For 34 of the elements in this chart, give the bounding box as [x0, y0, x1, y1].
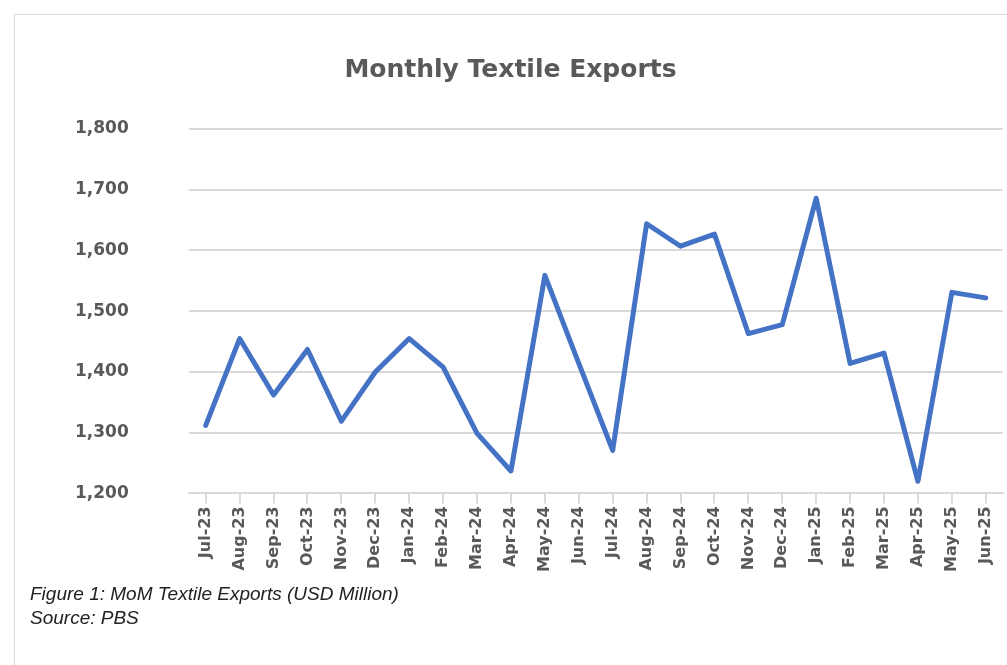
x-tick-label: May-25 [941, 506, 960, 572]
x-tick-label: Jul-23 [194, 506, 214, 560]
x-tick-label: Oct-24 [703, 506, 723, 567]
y-tick-label: 1,200 [74, 481, 129, 502]
y-tick-label: 1,800 [74, 117, 129, 138]
x-tick-label: Nov-24 [737, 506, 757, 571]
x-tick-label: Feb-24 [432, 506, 452, 568]
x-tick-label: Aug-24 [635, 506, 655, 571]
x-tick-label: Apr-25 [907, 506, 927, 568]
x-tick-label: Nov-23 [330, 506, 350, 571]
caption: Figure 1: MoM Textile Exports (USD Million) [30, 582, 399, 606]
x-tick-label: Jun-25 [974, 506, 994, 566]
x-tick-label: Oct-23 [296, 506, 316, 567]
x-tick-label: Jan-24 [398, 506, 418, 565]
y-tick-label: 1,300 [74, 421, 129, 442]
y-tick-label: 1,600 [74, 238, 129, 259]
chart-title: Monthly Textile Exports [344, 53, 677, 83]
source-note: Source: PBS [30, 606, 140, 630]
x-tick-label: Sep-23 [262, 506, 282, 570]
y-tick-label: 1,400 [74, 360, 129, 381]
x-tick-label: May-24 [534, 506, 554, 572]
y-tick-label: 1,700 [74, 178, 129, 199]
x-tick-label: Mar-24 [466, 506, 486, 570]
x-tick-label: Jan-25 [805, 506, 825, 565]
x-tick-label: Jul-24 [601, 506, 621, 560]
x-tick-label: Feb-25 [839, 506, 859, 568]
y-tick-label: 1,500 [74, 299, 129, 320]
x-tick-label: Dec-24 [771, 506, 791, 569]
x-tick-label: Jun-24 [567, 506, 587, 566]
x-tick-label: Aug-23 [228, 506, 248, 571]
x-tick-label: Mar-25 [873, 506, 893, 570]
x-tick-label: Sep-24 [669, 506, 689, 570]
x-tick-label: Apr-24 [500, 506, 520, 568]
x-tick-label: Dec-23 [364, 506, 384, 569]
